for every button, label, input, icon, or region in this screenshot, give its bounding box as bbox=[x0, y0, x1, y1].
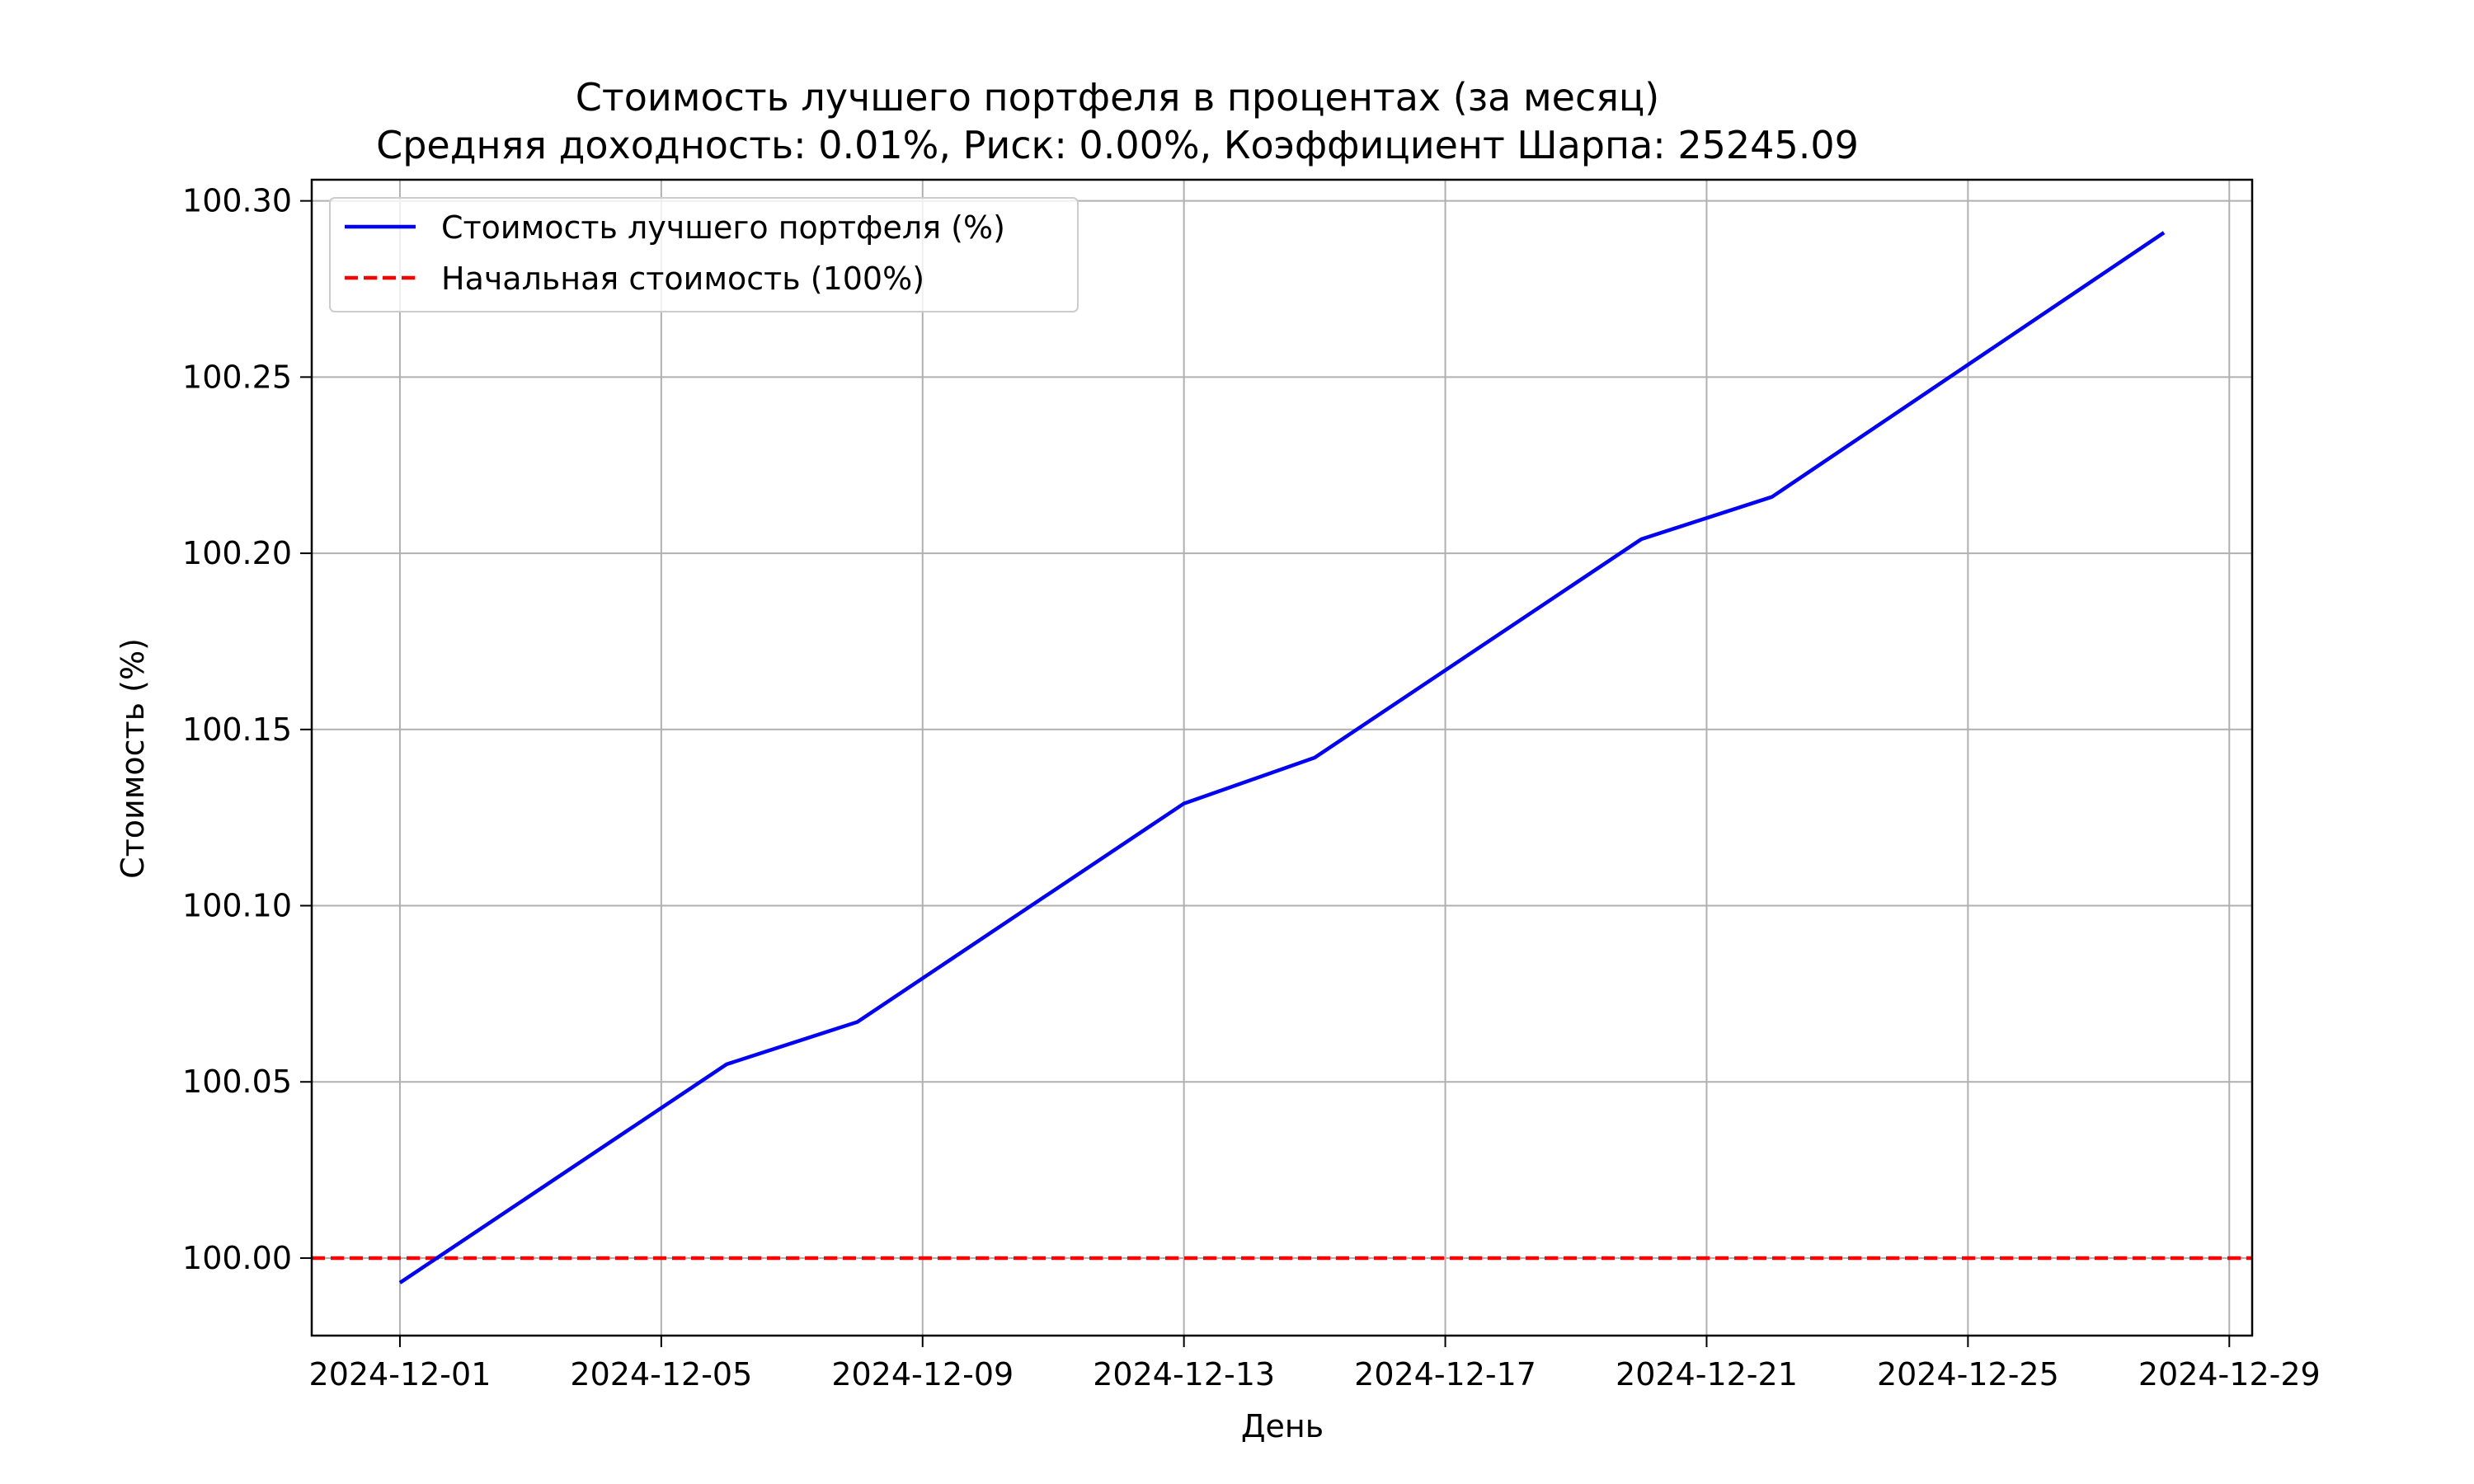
x-tick-label: 2024-12-29 bbox=[2138, 1356, 2321, 1392]
plot-frame bbox=[310, 178, 2254, 1337]
x-axis-ticks: 2024-12-01 2024-12-05 2024-12-09 2024-12-13… bbox=[309, 1336, 2321, 1392]
x-tick-label: 2024-12-13 bbox=[1093, 1356, 1275, 1392]
series-lines bbox=[312, 231, 2252, 1284]
y-axis-label: Стоимость (%) bbox=[115, 638, 151, 879]
x-tick-label: 2024-12-05 bbox=[570, 1356, 752, 1392]
x-tick-label: 2024-12-09 bbox=[831, 1356, 1014, 1392]
x-tick-label: 2024-12-25 bbox=[1877, 1356, 2059, 1392]
legend-label-portfolio: Стоимость лучшего портфеля (%) bbox=[441, 209, 1005, 246]
legend-box bbox=[329, 197, 1079, 312]
chart-subtitle: Средняя доходность: 0.01%, Риск: 0.00%, … bbox=[376, 123, 1859, 167]
chart-title: Стоимость лучшего портфеля в процентах (… bbox=[576, 75, 1659, 120]
y-tick-label: 100.25 bbox=[182, 359, 292, 395]
x-tick-label: 2024-12-21 bbox=[1616, 1356, 1798, 1392]
series-line-portfolio bbox=[398, 231, 2166, 1284]
x-tick-label: 2024-12-17 bbox=[1354, 1356, 1536, 1392]
legend: Стоимость лучшего портфеля (%) Начальная… bbox=[329, 197, 1079, 312]
y-axis-ticks: 100.00 100.05 100.10 100.15 100.20 100.25 100.… bbox=[182, 183, 312, 1276]
y-tick-label: 100.10 bbox=[182, 888, 292, 924]
y-tick-label: 100.00 bbox=[182, 1240, 292, 1276]
y-tick-label: 100.30 bbox=[182, 183, 292, 219]
x-tick-label: 2024-12-01 bbox=[309, 1356, 492, 1392]
x-axis-label: День bbox=[1241, 1408, 1324, 1444]
y-tick-label: 100.05 bbox=[182, 1064, 292, 1100]
legend-label-initial: Начальная стоимость (100%) bbox=[441, 261, 924, 297]
y-tick-label: 100.20 bbox=[182, 535, 292, 571]
y-tick-label: 100.15 bbox=[182, 711, 292, 748]
